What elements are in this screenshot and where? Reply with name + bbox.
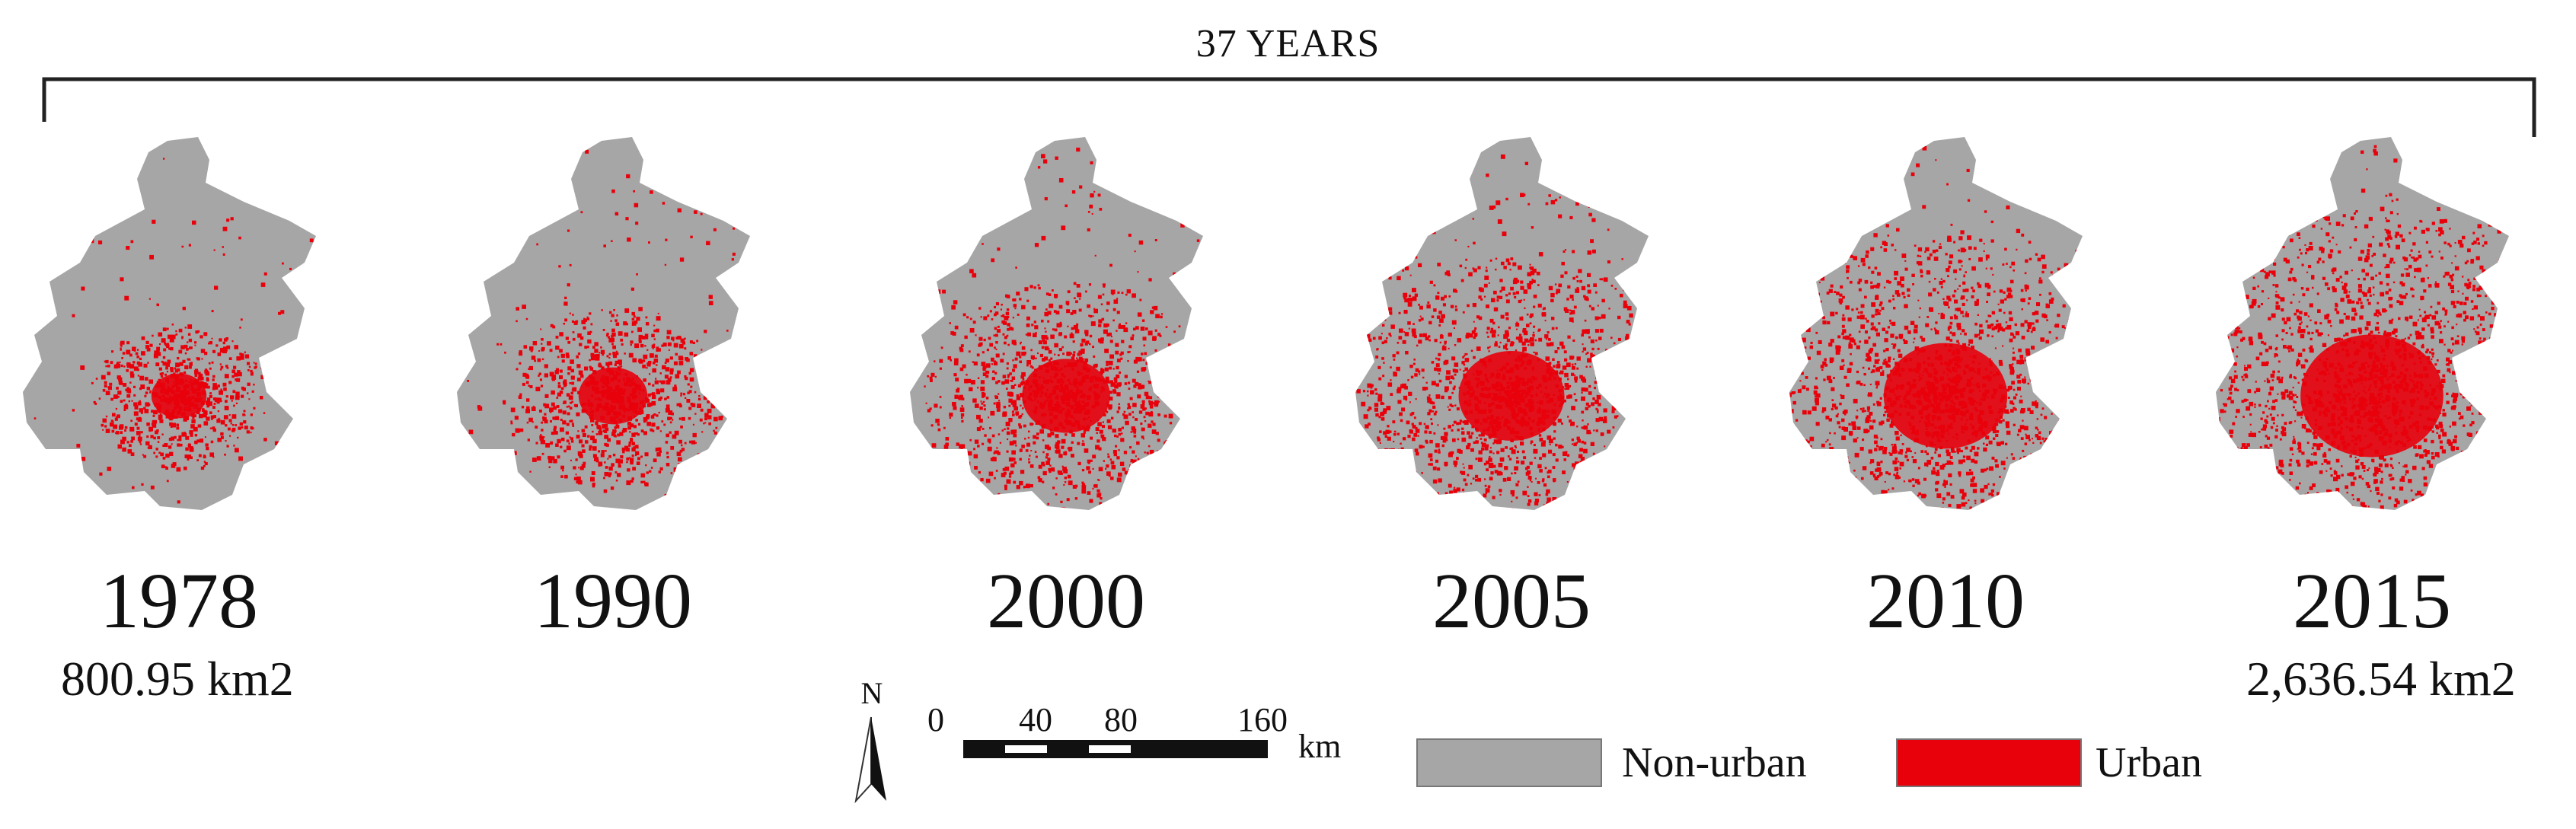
scale-tick-0: 0: [927, 701, 944, 738]
scale-unit: km: [1298, 728, 1342, 765]
region-outline: [457, 137, 750, 510]
scale-tick-160: 160: [1237, 701, 1288, 738]
urban-pixels: [34, 158, 314, 504]
urban-map-1978: [23, 137, 316, 510]
year-label-2010: 2010: [1866, 557, 2025, 645]
urban-map-2015: [2216, 137, 2509, 510]
scale-tick-40: 40: [1019, 701, 1052, 738]
year-label-2000: 2000: [987, 557, 1145, 645]
legend-swatch-non-urban: [1416, 738, 1602, 787]
year-label-2005: 2005: [1432, 557, 1591, 645]
urban-map-1990: [457, 137, 750, 510]
year-label-2015: 2015: [2293, 557, 2451, 645]
urban-area-end: 2,636.54 km2: [2246, 652, 2516, 706]
scale-tick-80: 80: [1104, 701, 1138, 738]
north-arrow-icon: N: [854, 676, 886, 804]
urban-map-2005: [1355, 137, 1649, 510]
year-label-1978: 1978: [100, 557, 258, 645]
urban-map-2010: [1789, 137, 2083, 510]
north-label: N: [861, 676, 883, 710]
region-outline: [23, 137, 316, 510]
legend-label-urban: Urban: [2096, 739, 2202, 786]
legend-swatch-urban: [1896, 738, 2082, 787]
urban-map-2000: [910, 137, 1203, 510]
year-label-1990: 1990: [534, 557, 692, 645]
region-outline: [1355, 137, 1649, 510]
legend-label-non-urban: Non-urban: [1622, 739, 1807, 786]
scale-bar: [963, 740, 1268, 758]
urban-area-start: 800.95 km2: [61, 652, 294, 706]
period-title: 37 YEARS: [1195, 22, 1381, 65]
period-bracket: [42, 77, 2536, 137]
